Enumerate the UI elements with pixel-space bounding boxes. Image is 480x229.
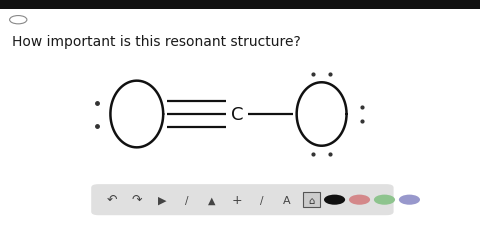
Circle shape (374, 195, 395, 205)
Text: ↷: ↷ (132, 193, 142, 206)
Text: ▶: ▶ (157, 195, 166, 205)
FancyBboxPatch shape (0, 0, 480, 10)
Text: How important is this resonant structure?: How important is this resonant structure… (12, 34, 301, 48)
Text: ⌂: ⌂ (308, 195, 315, 205)
Text: +: + (231, 193, 242, 206)
Text: A: A (283, 195, 290, 205)
Text: C: C (231, 106, 244, 123)
Circle shape (324, 195, 345, 205)
FancyBboxPatch shape (303, 192, 320, 207)
Text: ▲: ▲ (208, 195, 216, 205)
Text: /: / (260, 195, 264, 205)
Circle shape (349, 195, 370, 205)
Text: /: / (185, 195, 189, 205)
FancyBboxPatch shape (91, 184, 394, 215)
Circle shape (399, 195, 420, 205)
Text: ↶: ↶ (107, 193, 117, 206)
